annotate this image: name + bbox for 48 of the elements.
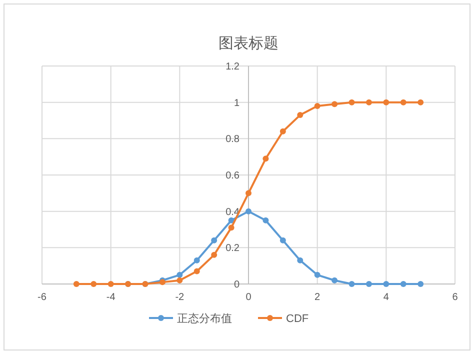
point — [400, 99, 406, 106]
point — [314, 272, 320, 278]
y-tick-label: 0.8 — [226, 134, 240, 146]
point — [366, 281, 372, 287]
point — [314, 102, 320, 109]
point — [297, 257, 304, 264]
y-tick-label: 0.6 — [226, 170, 240, 182]
x-tick-label: -2 — [175, 292, 185, 303]
y-tick-label: 1 — [234, 98, 240, 109]
point — [348, 99, 355, 106]
point — [297, 112, 304, 118]
point — [73, 281, 80, 287]
x-tick-label: 4 — [383, 292, 390, 303]
point — [211, 237, 218, 244]
point — [280, 128, 286, 134]
x-tick-label: -4 — [106, 292, 116, 303]
point — [246, 208, 252, 214]
point — [366, 99, 372, 106]
point — [176, 277, 183, 284]
point — [418, 281, 424, 287]
point — [400, 281, 406, 287]
point — [280, 237, 286, 244]
point — [176, 272, 183, 278]
point — [383, 99, 390, 106]
point — [211, 252, 218, 258]
x-tick-label: -6 — [38, 292, 47, 303]
point — [262, 156, 269, 162]
point — [383, 281, 390, 287]
x-tick-label: 6 — [452, 292, 458, 303]
point — [90, 281, 97, 287]
legend-label: CDF — [286, 313, 309, 325]
point — [262, 217, 269, 224]
y-tick-label: 0 — [234, 280, 240, 290]
chart-title: 图表标题 — [218, 35, 278, 52]
point — [246, 190, 252, 196]
y-tick-label: 0.2 — [226, 243, 240, 254]
point — [194, 268, 200, 274]
point — [194, 257, 200, 264]
point — [332, 277, 338, 284]
point — [348, 281, 355, 287]
point — [418, 99, 424, 106]
point — [228, 224, 234, 231]
y-tick-label: 1.2 — [226, 62, 240, 72]
point — [108, 281, 114, 287]
x-tick-label: 0 — [246, 292, 252, 303]
x-tick-label: 2 — [314, 292, 321, 303]
legend-label: 正态分布值 — [177, 312, 232, 325]
point — [332, 101, 338, 108]
